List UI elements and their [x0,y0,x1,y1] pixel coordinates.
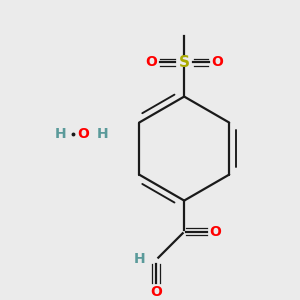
Text: H: H [55,127,67,141]
Text: O: O [209,225,221,239]
Text: H: H [97,127,108,141]
Text: H: H [134,251,146,266]
Text: O: O [212,56,224,69]
Text: S: S [179,55,190,70]
Text: O: O [145,56,157,69]
Text: O: O [150,285,162,299]
Text: O: O [77,127,89,141]
